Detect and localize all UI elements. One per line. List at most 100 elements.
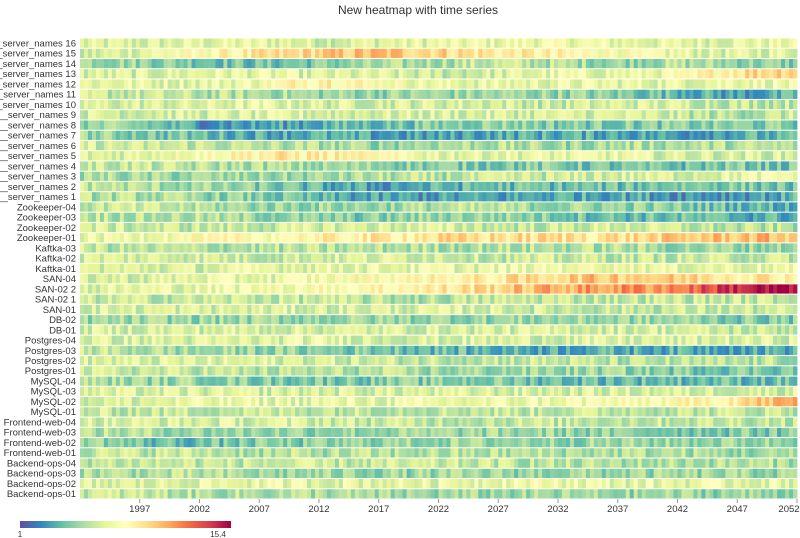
heatmap-cell (470, 315, 475, 325)
heatmap-cell (645, 161, 651, 171)
heatmap-cell (195, 315, 200, 325)
heatmap-cell (558, 212, 563, 222)
heatmap-cell (613, 212, 619, 222)
heatmap-cell (83, 274, 89, 284)
heatmap-cell (781, 202, 786, 212)
heatmap-cell (95, 48, 101, 58)
heatmap-cell (522, 243, 527, 253)
heatmap-cell (386, 284, 392, 294)
heatmap-cell (334, 99, 340, 110)
heatmap-cell (502, 294, 507, 304)
heatmap-cell (231, 110, 236, 120)
heatmap-cell (729, 294, 734, 304)
heatmap-cell (589, 140, 595, 151)
heatmap-cell (498, 79, 503, 89)
heatmap-cell (546, 110, 551, 120)
heatmap-cell (781, 89, 786, 99)
heatmap-cell (709, 140, 714, 151)
heatmap-cell (498, 48, 503, 58)
heatmap-cell (721, 151, 726, 161)
heatmap-cell (410, 89, 415, 99)
heatmap-cell (275, 243, 280, 253)
heatmap-cell (705, 99, 710, 110)
heatmap-cell (522, 99, 527, 110)
heatmap-cell (593, 89, 599, 99)
heatmap-cell (785, 253, 790, 263)
heatmap-cell (346, 263, 352, 274)
heatmap-cell (597, 79, 603, 89)
heatmap-cell (478, 38, 483, 48)
heatmap-cell (601, 253, 607, 263)
heatmap-cell (103, 212, 109, 222)
heatmap-cell (131, 99, 137, 110)
heatmap-cell (402, 315, 408, 325)
heatmap-cell (338, 222, 344, 233)
heatmap-cell (382, 38, 388, 48)
heatmap-cell (741, 89, 746, 99)
heatmap-cell (502, 263, 507, 274)
heatmap-cell (470, 48, 475, 58)
heatmap-cell (482, 192, 487, 202)
heatmap-cell (458, 130, 463, 140)
heatmap-cell (665, 253, 670, 263)
heatmap-cell (446, 222, 451, 233)
heatmap-cell (330, 263, 336, 274)
heatmap-cell (207, 89, 212, 99)
heatmap-cell (705, 202, 710, 212)
heatmap-cell (573, 140, 579, 151)
heatmap-cell (466, 151, 471, 161)
heatmap-cell (466, 181, 471, 192)
heatmap-cell (482, 130, 487, 140)
heatmap-cell (486, 120, 491, 130)
heatmap-cell (717, 89, 722, 99)
heatmap-cell (382, 294, 388, 304)
heatmap-cell (526, 140, 531, 151)
heatmap-cell (231, 140, 236, 151)
heatmap-cell (398, 99, 404, 110)
heatmap-cell (235, 263, 240, 274)
heatmap-cell (753, 99, 758, 110)
heatmap-cell (749, 38, 754, 48)
heatmap-cell (378, 202, 384, 212)
heatmap-cell (530, 89, 535, 99)
heatmap-cell (569, 120, 575, 130)
heatmap-cell (773, 38, 778, 48)
heatmap-cell (267, 130, 272, 140)
heatmap-cell (641, 89, 647, 99)
heatmap-cell (741, 181, 746, 192)
heatmap-cell (757, 274, 762, 284)
heatmap-cell (370, 38, 376, 48)
heatmap-cell (641, 274, 647, 284)
heatmap-cell (279, 222, 284, 233)
heatmap-cell (107, 315, 113, 325)
heatmap-cell (661, 202, 666, 212)
heatmap-cell (334, 274, 340, 284)
heatmap-cell (271, 171, 276, 181)
heatmap-cell (709, 48, 714, 58)
heatmap-cell (673, 202, 678, 212)
heatmap-cell (374, 284, 380, 294)
heatmap-cell (251, 161, 256, 171)
heatmap-cell (609, 192, 615, 202)
heatmap-cell (374, 222, 380, 233)
heatmap-cell (342, 38, 348, 48)
heatmap-cell (346, 253, 352, 263)
heatmap-cell (87, 263, 93, 274)
heatmap-cell (793, 69, 798, 79)
heatmap-cell (546, 161, 551, 171)
heatmap-cell (390, 130, 396, 140)
heatmap-cell (609, 274, 615, 284)
heatmap-cell (653, 89, 658, 99)
heatmap-cell (685, 284, 690, 294)
heatmap-cell (605, 181, 611, 192)
heatmap-cell (637, 58, 643, 69)
heatmap-cell (91, 192, 97, 202)
heatmap-cell (394, 253, 400, 263)
heatmap-cell (386, 263, 392, 274)
heatmap-cell (171, 304, 176, 315)
heatmap-cell (561, 284, 567, 294)
heatmap-cell (322, 69, 328, 79)
heatmap-cell (95, 171, 101, 181)
heatmap-cell (271, 69, 276, 79)
heatmap-cell (713, 151, 718, 161)
